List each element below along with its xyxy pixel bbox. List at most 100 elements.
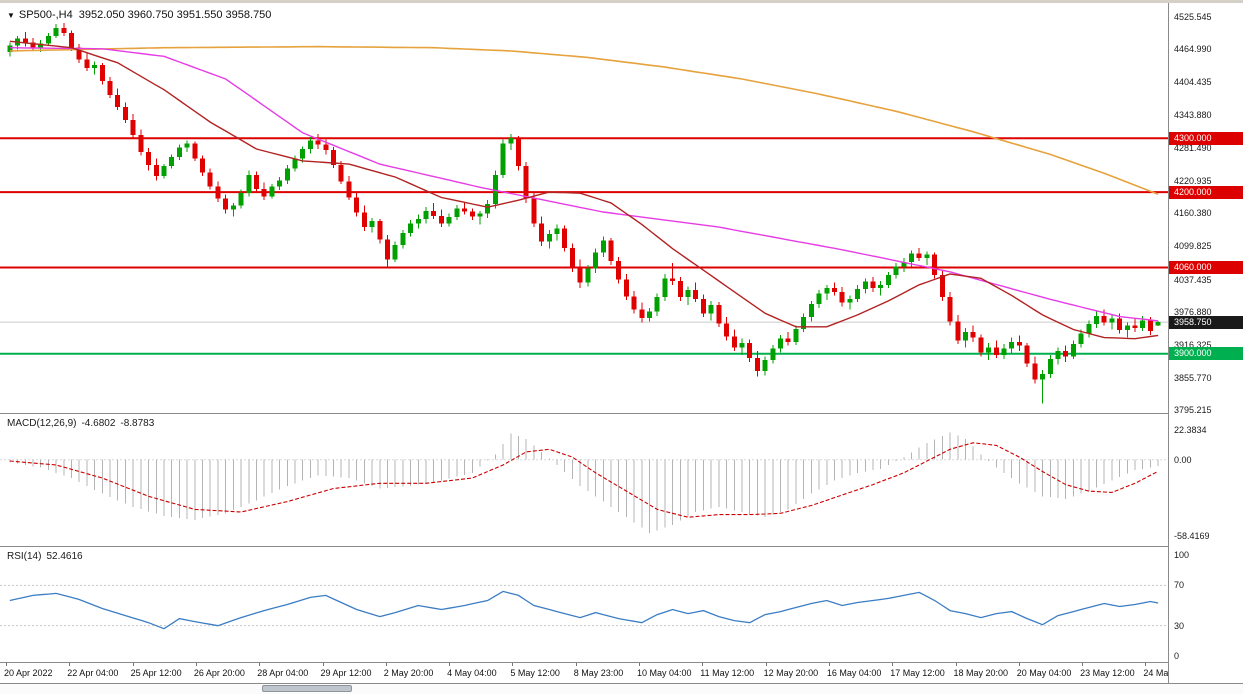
candle-body bbox=[438, 215, 444, 224]
candle-body bbox=[916, 253, 922, 258]
candle-body bbox=[862, 281, 868, 290]
price-tick: 4281.490 bbox=[1174, 143, 1212, 154]
time-label: 17 May 12:00 bbox=[890, 668, 945, 678]
candle-body bbox=[508, 138, 514, 144]
candle-body bbox=[331, 150, 337, 166]
candle-body bbox=[38, 43, 44, 48]
candle-body bbox=[307, 140, 313, 150]
candle-body bbox=[130, 119, 136, 135]
candle-body bbox=[207, 172, 213, 187]
candle-body bbox=[970, 332, 976, 338]
macd-signal-value: -8.8783 bbox=[120, 418, 155, 429]
candle-body bbox=[724, 323, 730, 337]
time-tick bbox=[385, 663, 387, 666]
candle-body bbox=[192, 143, 198, 159]
time-label: 20 Apr 2022 bbox=[4, 668, 53, 678]
price-pane[interactable] bbox=[0, 3, 1168, 413]
candle-body bbox=[284, 168, 290, 181]
price-tick: 3795.215 bbox=[1174, 405, 1212, 416]
ma-mid-line bbox=[9, 47, 1159, 322]
macd-pane[interactable] bbox=[0, 414, 1168, 546]
rsi-chart-svg bbox=[0, 584, 1168, 630]
candle-body bbox=[947, 297, 953, 322]
time-label: 20 May 04:00 bbox=[1016, 668, 1072, 678]
candle-body bbox=[146, 152, 152, 166]
time-label: 29 Apr 12:00 bbox=[320, 668, 372, 678]
time-tick bbox=[322, 663, 324, 666]
time-label: 2 May 20:00 bbox=[383, 668, 434, 678]
candle-body bbox=[731, 336, 737, 348]
candle-body bbox=[1047, 359, 1053, 375]
time-label: 11 May 12:00 bbox=[700, 668, 755, 678]
candle-body bbox=[223, 198, 229, 210]
candle-body bbox=[184, 143, 190, 148]
candle-body bbox=[115, 95, 121, 107]
macd-label: MACD(12,26,9) -4.6802 -8.8783 bbox=[7, 418, 159, 429]
candle-body bbox=[277, 180, 283, 187]
candle-body bbox=[677, 281, 683, 298]
pane-separator[interactable] bbox=[0, 546, 1243, 547]
rsi-line bbox=[9, 590, 1159, 630]
candle-body bbox=[762, 360, 768, 371]
level-badge: 4060.000 bbox=[1169, 261, 1243, 275]
price-tick: 3976.880 bbox=[1174, 307, 1212, 318]
candle-body bbox=[1001, 348, 1007, 355]
candle-body bbox=[1117, 318, 1123, 331]
candle-body bbox=[176, 147, 182, 158]
macd-signal-line bbox=[9, 442, 1159, 518]
time-tick bbox=[828, 663, 830, 666]
candle-body bbox=[30, 42, 36, 48]
candle-body bbox=[670, 278, 676, 282]
candle-body bbox=[469, 211, 475, 217]
candle-body bbox=[616, 261, 622, 280]
candle-body bbox=[639, 309, 645, 319]
candle-body bbox=[778, 338, 784, 349]
macd-main-value: -4.6802 bbox=[81, 418, 116, 429]
macd-histogram-layer bbox=[9, 432, 1159, 533]
candle-body bbox=[53, 27, 59, 36]
pane-separator[interactable] bbox=[0, 413, 1243, 414]
candle-body bbox=[315, 140, 321, 145]
candle-body bbox=[747, 342, 753, 359]
candle-body bbox=[824, 288, 830, 294]
candle-body bbox=[600, 240, 606, 253]
price-tick: 4404.435 bbox=[1174, 76, 1212, 87]
window-edge-strip bbox=[0, 0, 1243, 3]
time-tick bbox=[639, 663, 640, 666]
symbol-dropdown-icon[interactable]: ▼ bbox=[7, 11, 15, 20]
candle-body bbox=[200, 158, 206, 173]
price-axis[interactable]: 4525.545 4464.990 4404.435 4343.880 4281.490… bbox=[1169, 3, 1243, 683]
candle-body bbox=[415, 219, 421, 224]
candle-body bbox=[878, 284, 884, 289]
candles-layer bbox=[7, 22, 1161, 404]
axis-vertical-separator bbox=[1168, 3, 1169, 683]
candle-body bbox=[770, 348, 776, 361]
candle-body bbox=[939, 275, 945, 298]
horizontal-scrollbar[interactable] bbox=[0, 684, 1243, 694]
level-badge: 3900.000 bbox=[1169, 347, 1243, 361]
time-label: 10 May 04:00 bbox=[637, 668, 692, 678]
candle-body bbox=[693, 290, 699, 299]
time-tick bbox=[6, 663, 7, 666]
candle-body bbox=[1124, 325, 1130, 331]
candle-body bbox=[300, 149, 306, 159]
candle-body bbox=[1093, 316, 1099, 325]
scrollbar-thumb[interactable] bbox=[262, 685, 352, 692]
candle-body bbox=[462, 208, 468, 212]
candle-body bbox=[269, 186, 275, 197]
candle-body bbox=[793, 328, 799, 342]
time-axis[interactable]: 20 Apr 2022 22 Apr 04:00 25 Apr 12:00 26 Ap… bbox=[0, 663, 1243, 683]
candle-body bbox=[485, 203, 491, 214]
candle-body bbox=[870, 281, 876, 289]
candle-body bbox=[76, 47, 82, 60]
candle-body bbox=[978, 337, 984, 353]
time-tick bbox=[1082, 663, 1084, 666]
time-tick bbox=[449, 663, 451, 666]
rsi-value: 52.4616 bbox=[46, 551, 83, 562]
candle-body bbox=[1132, 325, 1138, 328]
rsi-label: RSI(14) 52.4616 bbox=[7, 551, 88, 562]
candle-body bbox=[161, 166, 167, 176]
candle-body bbox=[69, 33, 75, 48]
rsi-pane[interactable] bbox=[0, 547, 1168, 662]
candle-body bbox=[716, 305, 722, 324]
